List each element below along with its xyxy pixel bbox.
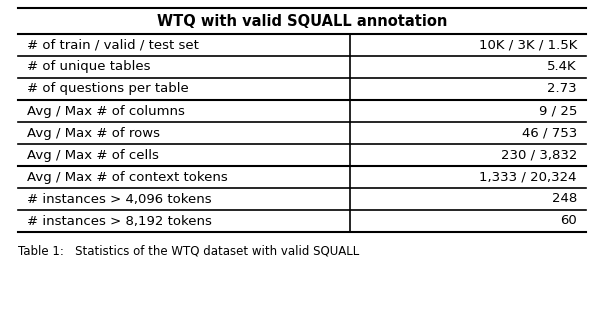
Text: Avg / Max # of rows: Avg / Max # of rows [27,127,160,140]
Text: # instances > 8,192 tokens: # instances > 8,192 tokens [27,215,212,227]
Text: WTQ with valid SQUALL annotation: WTQ with valid SQUALL annotation [157,13,447,29]
Text: 248: 248 [551,192,577,205]
Text: Avg / Max # of context tokens: Avg / Max # of context tokens [27,170,228,183]
Text: # of unique tables: # of unique tables [27,60,150,73]
Text: # instances > 4,096 tokens: # instances > 4,096 tokens [27,192,211,205]
Text: 10K / 3K / 1.5K: 10K / 3K / 1.5K [478,38,577,52]
Text: 230 / 3,832: 230 / 3,832 [501,149,577,162]
Text: 60: 60 [560,215,577,227]
Text: 46 / 753: 46 / 753 [522,127,577,140]
Text: Table 1:   Statistics of the WTQ dataset with valid SQUALL: Table 1: Statistics of the WTQ dataset w… [18,244,359,257]
Text: 5.4K: 5.4K [547,60,577,73]
Text: Avg / Max # of cells: Avg / Max # of cells [27,149,159,162]
Text: # of questions per table: # of questions per table [27,82,189,95]
Text: 9 / 25: 9 / 25 [539,105,577,117]
Text: # of train / valid / test set: # of train / valid / test set [27,38,199,52]
Text: Avg / Max # of columns: Avg / Max # of columns [27,105,185,117]
Text: 2.73: 2.73 [547,82,577,95]
Text: 1,333 / 20,324: 1,333 / 20,324 [480,170,577,183]
